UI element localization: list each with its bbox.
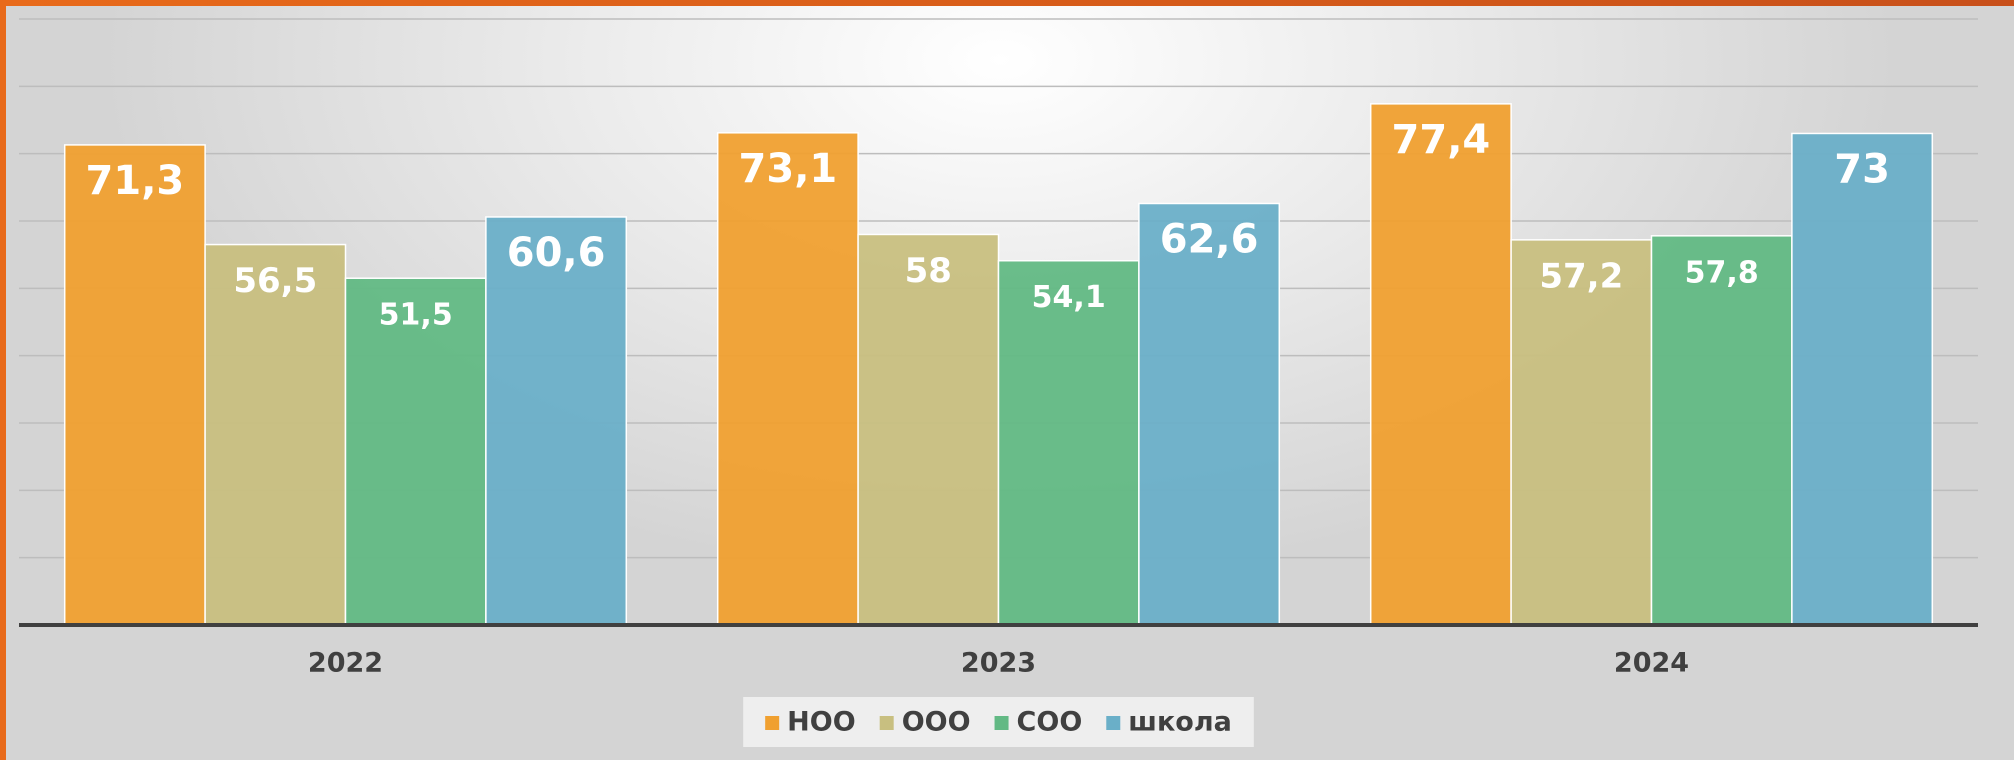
legend-label: ООО: [902, 707, 971, 738]
bar: [204, 243, 347, 626]
data-label: 51,5: [379, 298, 453, 333]
bar: [1369, 103, 1512, 626]
legend-swatch: [879, 716, 894, 730]
bar: [1510, 239, 1653, 626]
bar: [63, 144, 206, 626]
x-tick-label: 2024: [1614, 648, 1689, 679]
legend-label: НОО: [787, 707, 856, 738]
data-label: 60,6: [507, 230, 606, 276]
legend-label: школа: [1128, 707, 1232, 738]
bar: [1650, 235, 1793, 626]
bar: [344, 277, 487, 626]
bar: [997, 259, 1140, 626]
legend-swatch: [1106, 716, 1121, 730]
bar: [1791, 132, 1934, 626]
data-label: 73: [1834, 146, 1890, 192]
data-label: 57,2: [1539, 256, 1623, 296]
bar: [1138, 202, 1281, 626]
data-label: 57,8: [1685, 255, 1759, 290]
data-label: 62,6: [1160, 216, 1259, 262]
x-tick-label: 2022: [308, 648, 383, 679]
x-tick-label: 2023: [961, 648, 1036, 679]
data-label: 73,1: [739, 146, 838, 192]
bar: [857, 233, 1000, 626]
bar: [716, 132, 859, 626]
data-label: 71,3: [86, 158, 185, 204]
data-label: 54,1: [1032, 280, 1106, 315]
legend-swatch: [765, 716, 780, 730]
legend-swatch: [994, 716, 1009, 730]
legend-label: СОО: [1017, 707, 1083, 738]
legend: НОО ООО СОО школа: [743, 697, 1254, 747]
bar: [485, 216, 628, 626]
data-label: 56,5: [233, 261, 317, 301]
data-label: 58: [905, 251, 952, 291]
data-label: 77,4: [1392, 117, 1491, 163]
